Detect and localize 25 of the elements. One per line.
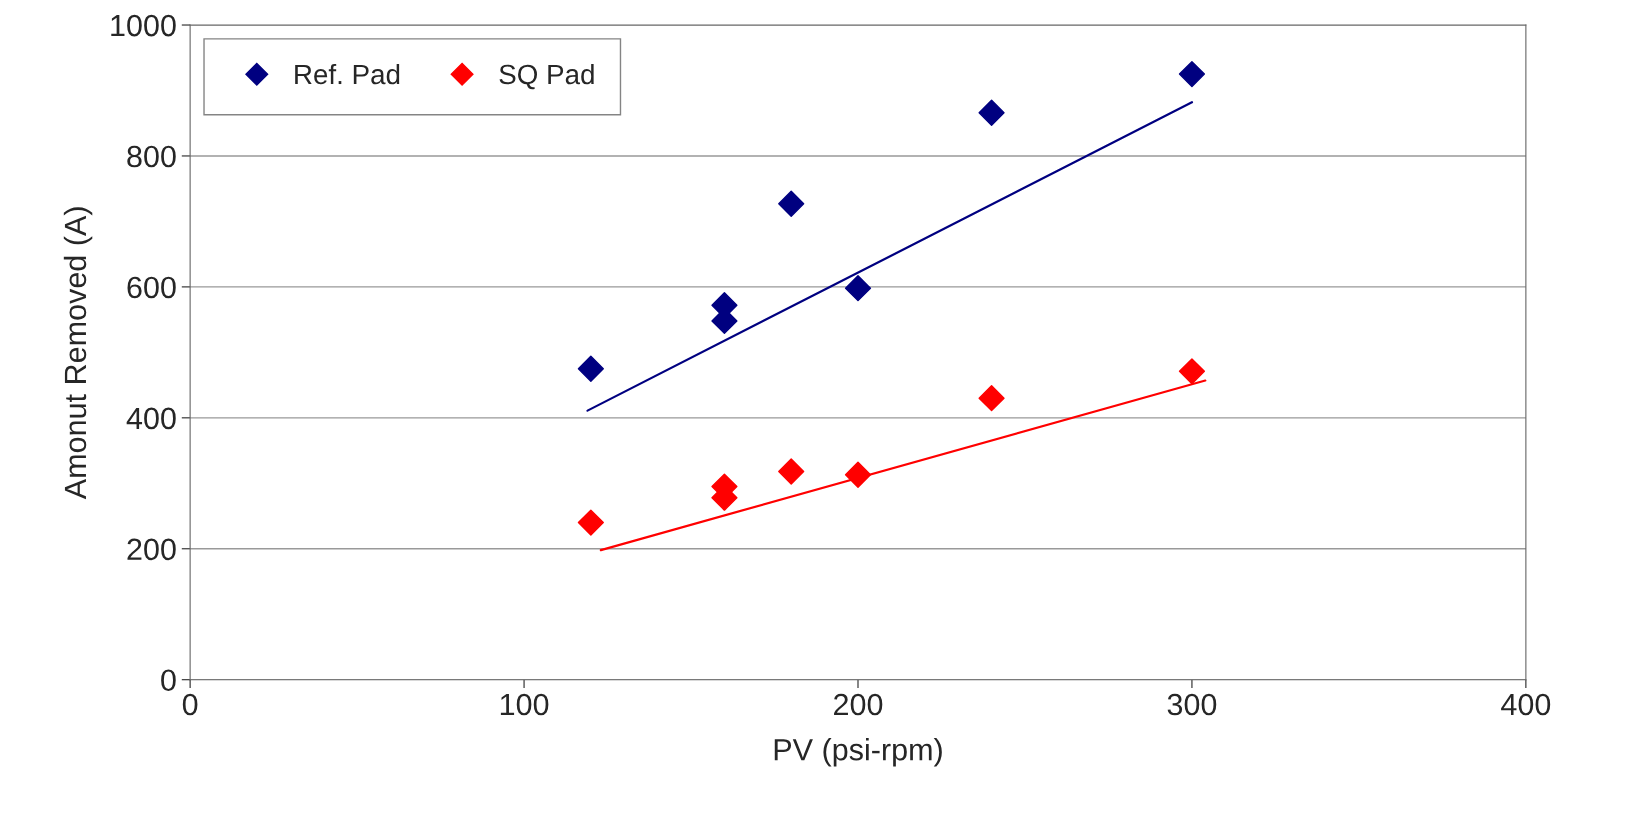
x-axis-title: PV (psi-rpm) [774, 738, 942, 767]
y-axis-title: Amonut Removed (A) [63, 207, 93, 500]
legend-label: SQ Pad [499, 63, 594, 90]
point [1178, 358, 1206, 385]
point [978, 385, 1005, 412]
y-tick-label: 200 [127, 538, 176, 561]
y-tick-label: 1000 [111, 14, 176, 37]
x-tick-label: 200 [834, 693, 883, 716]
point [844, 275, 872, 302]
point [577, 509, 604, 536]
y-tick-label: 800 [127, 145, 176, 168]
y-tick-label: 0 [161, 669, 176, 692]
y-tick-label: 600 [127, 276, 176, 299]
point [844, 461, 872, 488]
y-tick-label: 400 [126, 407, 176, 430]
x-tick-label: 300 [1167, 693, 1217, 716]
x-tick-label: 400 [1501, 693, 1551, 716]
x-tick-label: 0 [182, 693, 198, 716]
legend-label: Ref. Pad [295, 63, 400, 85]
point [778, 190, 805, 217]
point [978, 99, 1005, 126]
x-tick-label: 100 [500, 693, 549, 716]
point [778, 458, 805, 485]
point [1178, 60, 1206, 88]
point [577, 355, 604, 382]
